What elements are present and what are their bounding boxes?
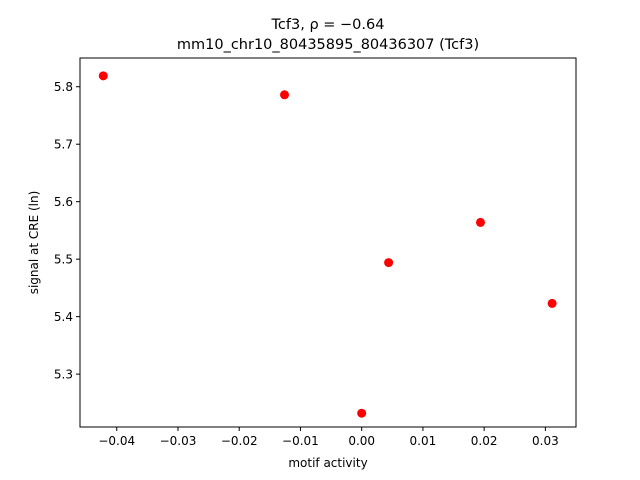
y-tick-label: 5.8 xyxy=(54,80,73,94)
data-points xyxy=(98,71,557,418)
x-tick-label: −0.01 xyxy=(282,434,319,448)
y-tick-label: 5.5 xyxy=(54,253,73,267)
data-point xyxy=(547,298,557,308)
data-point xyxy=(98,71,108,81)
x-tick-label: −0.04 xyxy=(98,434,135,448)
data-point xyxy=(475,217,485,227)
plot-area-frame xyxy=(79,57,577,428)
chart-title-line1: Tcf3, ρ = −0.64 xyxy=(271,17,385,33)
y-axis-ticks: 5.3 5.4 5.5 5.6 5.7 5.8 xyxy=(54,80,80,382)
x-axis-label: motif activity xyxy=(288,456,367,470)
x-tick-label: 0.03 xyxy=(532,434,559,448)
y-tick-label: 5.3 xyxy=(54,368,73,382)
y-axis-label: signal at CRE (ln) xyxy=(27,191,41,295)
y-tick-label: 5.7 xyxy=(54,138,73,152)
x-axis-ticks: −0.04 −0.03 −0.02 −0.01 0.00 0.01 0.02 0.03 xyxy=(98,427,559,448)
x-tick-label: 0.00 xyxy=(348,434,375,448)
x-tick-label: 0.01 xyxy=(410,434,437,448)
chart-title-line2: mm10_chr10_80435895_80436307 (Tcf3) xyxy=(177,37,479,53)
y-tick-label: 5.4 xyxy=(54,310,73,324)
x-tick-label: −0.03 xyxy=(160,434,197,448)
x-tick-label: 0.02 xyxy=(471,434,498,448)
data-point xyxy=(384,258,394,268)
y-tick-label: 5.6 xyxy=(54,195,73,209)
data-point xyxy=(357,408,367,418)
x-tick-label: −0.02 xyxy=(221,434,258,448)
data-point xyxy=(280,90,290,100)
